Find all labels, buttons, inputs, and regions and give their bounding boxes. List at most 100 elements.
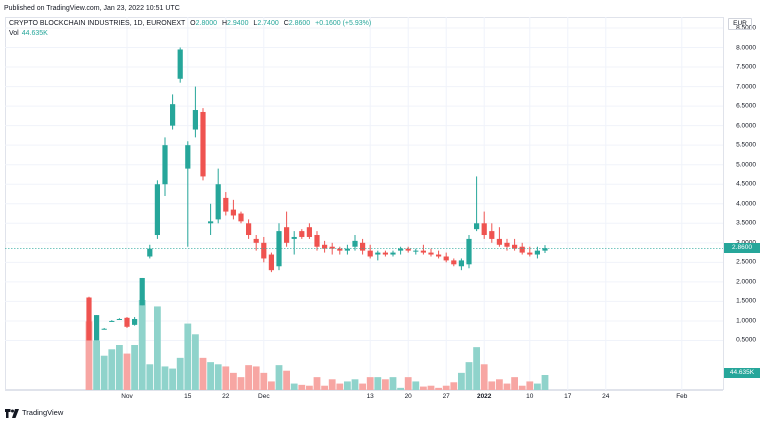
candle-body: [268, 254, 274, 271]
candlestick-chart[interactable]: [5, 17, 723, 390]
price-tick-label: 6.0000: [736, 122, 756, 130]
volume-bar: [313, 377, 321, 390]
volume-bar: [192, 334, 199, 390]
volume-bar: [298, 384, 306, 390]
volume-bar: [108, 349, 116, 390]
candle-body: [94, 315, 100, 341]
candle-body: [443, 256, 449, 261]
volume-bar: [450, 382, 458, 390]
volume-bar: [230, 372, 237, 390]
volume-bar: [488, 381, 496, 390]
open-value: 2.8000: [195, 20, 218, 27]
candle-body: [124, 317, 130, 327]
volume-bar: [412, 381, 420, 390]
volume-bar: [382, 379, 389, 390]
volume-bar: [290, 383, 298, 390]
volume-bar: [222, 366, 230, 390]
candle-body: [253, 238, 259, 243]
candle-body: [489, 231, 495, 239]
price-tick-label: 3.5000: [736, 219, 756, 227]
volume-bar: [336, 383, 344, 390]
volume-bar: [306, 385, 313, 390]
candle-body: [139, 277, 145, 306]
candle-body: [398, 248, 404, 251]
candle-body: [451, 260, 457, 265]
volume-bar: [534, 383, 541, 390]
candle-body: [474, 223, 480, 230]
volume-bar: [154, 306, 161, 390]
close-label: C: [283, 20, 289, 27]
volume-bar: [511, 377, 518, 390]
volume-bar: [268, 381, 275, 390]
candle-body: [496, 238, 502, 245]
close-value: 2.8600: [288, 20, 311, 27]
candle-body: [329, 246, 335, 249]
candle-body: [86, 297, 92, 341]
price-tick-label: 2.5000: [736, 258, 756, 266]
candle-body: [527, 252, 533, 255]
volume-bar: [260, 372, 268, 390]
candle-body: [200, 111, 206, 177]
volume-bar: [169, 368, 176, 390]
time-tick-label: 17: [564, 393, 572, 400]
price-tick-label: 8.5000: [736, 24, 756, 32]
candle-body: [116, 318, 122, 320]
volume-bar: [176, 357, 184, 390]
candle-body: [223, 197, 229, 212]
candle-body: [261, 242, 267, 259]
time-axis[interactable]: Nov 15 22 Dec 13 20 27 2022 10 17 24 Feb: [5, 390, 723, 402]
time-tick-label: Feb: [676, 393, 688, 400]
candle-body: [276, 231, 282, 267]
high-value: 2.9400: [227, 20, 249, 27]
symbol-legend: CRYPTO BLOCKCHAIN INDUSTRIES, 1D, EURONE…: [9, 19, 371, 28]
volume-bar: [473, 347, 480, 390]
volume-bar: [214, 364, 222, 390]
candle-body: [420, 250, 426, 253]
volume-bar: [131, 345, 138, 390]
open-label: O: [190, 20, 196, 27]
price-axis[interactable]: 8.5000 8.0000 7.5000 7.0000 6.5000 6.0000 5.50…: [723, 17, 760, 390]
candle-body: [170, 104, 176, 126]
candle-body: [291, 236, 297, 239]
time-tick-label: 15: [184, 393, 192, 400]
candle-body: [519, 246, 525, 253]
time-tick-label: 2022: [476, 393, 492, 400]
volume-bar: [503, 383, 511, 390]
volume-bar: [123, 353, 131, 390]
candle-body: [246, 223, 252, 236]
candle-body: [322, 244, 328, 249]
volume-bar: [541, 375, 549, 390]
volume-bar: [526, 381, 534, 390]
price-tick-label: 0.5000: [736, 336, 756, 344]
price-tick-label: 3.0000: [736, 239, 756, 246]
high-label: H: [221, 20, 228, 27]
time-tick-label: Nov: [121, 393, 133, 400]
price-tick-label: 6.5000: [736, 102, 756, 110]
time-tick-label: 27: [442, 393, 450, 400]
currency-button[interactable]: EUR: [728, 18, 752, 30]
candle-body: [534, 250, 540, 255]
footer-brand[interactable]: TradingView: [5, 406, 63, 420]
candle-body: [466, 238, 472, 265]
time-tick-label: 24: [602, 393, 610, 400]
candle-body: [436, 254, 442, 257]
volume-bar: [458, 372, 465, 390]
volume-bar: [389, 377, 397, 390]
symbol-name: CRYPTO BLOCKCHAIN INDUSTRIES, 1D, EURONE…: [9, 20, 186, 27]
candle-body: [177, 49, 183, 79]
candle-body: [405, 248, 411, 251]
volume-bar: [427, 385, 435, 390]
time-tick-label: 13: [366, 393, 374, 400]
volume-bar: [275, 365, 283, 390]
price-tick-label: 4.0000: [736, 200, 756, 208]
low-value: 2.7400: [257, 20, 279, 27]
price-tick-label: 5.0000: [736, 161, 756, 169]
volume-bar: [85, 321, 93, 390]
candle-body: [208, 221, 214, 224]
volume-bar: [496, 379, 503, 390]
price-tick-label: 8.0000: [736, 44, 756, 52]
time-tick-label: 22: [222, 393, 230, 400]
price-tick-label: 5.5000: [736, 141, 756, 149]
candle-body: [147, 248, 153, 257]
candle-body: [154, 184, 160, 236]
